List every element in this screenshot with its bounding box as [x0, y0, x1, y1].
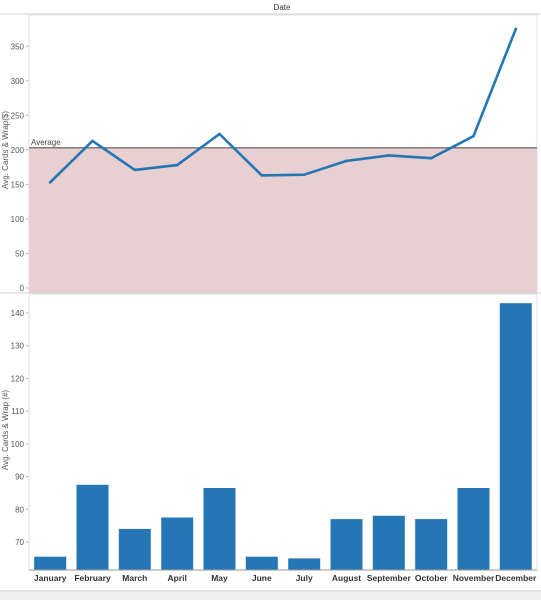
bar-september: [372, 515, 405, 570]
bar-y-tick-label: 90: [15, 473, 24, 482]
line-point-march: [133, 168, 137, 172]
x-label-january: January: [34, 573, 67, 583]
line-y-tick-label: 300: [11, 77, 25, 86]
x-axis-category-labels: January February March April May June July Augu…: [34, 573, 537, 583]
bottom-scroll-strip: [0, 592, 541, 600]
bar-october: [415, 519, 448, 570]
bar-y-tick-label: 120: [11, 374, 25, 383]
x-label-july: July: [296, 573, 313, 583]
x-label-november: November: [453, 573, 495, 583]
bar-y-tick-label: 130: [11, 342, 25, 351]
line-chart-y-axis-title: Avg. Cards & Wrap($): [1, 111, 10, 189]
line-y-tick-label: 100: [11, 215, 25, 224]
line-point-october: [429, 156, 433, 160]
line-y-tick-label: 0: [20, 284, 25, 293]
line-point-january: [48, 181, 52, 184]
bar-y-tick-label: 80: [15, 505, 24, 514]
line-point-august: [345, 159, 348, 163]
x-label-april: April: [168, 573, 187, 583]
x-label-october: October: [415, 573, 448, 583]
bar-chart-y-axis-title: Avg. Cards & Wrap (#): [1, 390, 10, 471]
bar-y-tick-label: 100: [11, 440, 25, 449]
bar-november: [457, 488, 490, 570]
bar-may: [203, 488, 236, 570]
x-label-may: May: [211, 573, 228, 583]
x-label-september: September: [367, 573, 412, 583]
x-label-december: December: [495, 573, 537, 583]
monthly-line-series: [48, 27, 518, 184]
bar-july: [288, 558, 321, 570]
x-label-march: March: [122, 573, 147, 583]
bar-y-tick-label: 70: [15, 538, 24, 547]
bar-chart-plot-area: [0, 292, 541, 571]
line-point-june: [260, 174, 264, 177]
column-header-title: Date: [274, 3, 291, 12]
line-y-tick-label: 200: [11, 146, 25, 155]
bar-january: [34, 556, 67, 570]
line-point-february: [91, 139, 94, 143]
bar-y-tick-label: 140: [11, 309, 25, 318]
line-point-april: [175, 163, 179, 167]
line-point-november: [472, 134, 475, 138]
average-band: [29, 147, 537, 293]
line-point-may: [218, 132, 221, 136]
bar-june: [245, 556, 278, 570]
line-point-july: [302, 173, 306, 177]
line-point-september: [387, 154, 391, 157]
bar-april: [161, 517, 194, 570]
x-label-august: August: [332, 573, 361, 583]
line-y-tick-label: 350: [11, 42, 25, 51]
x-label-june: June: [252, 573, 272, 583]
line-chart-y-ticks: 0 50 100 150 200 250 300 350: [11, 42, 29, 293]
x-label-february: February: [74, 573, 111, 583]
average-reference-label: Average: [31, 138, 61, 147]
line-chart-plot-area: Average: [28, 14, 538, 294]
line-y-tick-label: 50: [15, 249, 24, 258]
bar-december: [499, 303, 532, 570]
line-y-tick-label: 250: [11, 111, 25, 120]
line-point-december: [514, 27, 518, 31]
bar-february: [76, 484, 109, 571]
bar-march: [118, 528, 151, 570]
bar-y-tick-label: 110: [11, 407, 24, 416]
line-y-tick-label: 150: [11, 180, 25, 189]
bar-august: [330, 519, 363, 570]
